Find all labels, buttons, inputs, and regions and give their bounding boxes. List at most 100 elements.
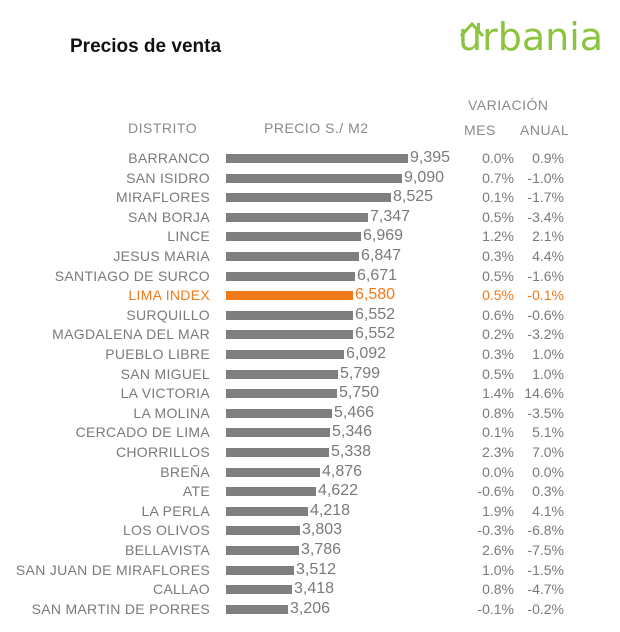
price-bar bbox=[226, 291, 353, 301]
district-label: LA MOLINA bbox=[133, 404, 210, 421]
price-value: 5,338 bbox=[331, 443, 372, 460]
price-bar bbox=[226, 271, 355, 281]
variation-annual: 7.0% bbox=[532, 444, 564, 460]
variation-month: 0.8% bbox=[482, 581, 514, 598]
variation-month: 2.3% bbox=[482, 444, 514, 460]
price-bar bbox=[226, 369, 338, 379]
variation-annual: -3.5% bbox=[527, 404, 564, 421]
price-bar bbox=[226, 330, 353, 340]
variation-annual: 0.3% bbox=[532, 483, 564, 500]
urbania-logo: urbania bbox=[458, 14, 608, 60]
district-label: CHORRILLOS bbox=[115, 444, 210, 460]
variation-month: 0.5% bbox=[482, 365, 514, 382]
header-precio: PRECIO S./ M2 bbox=[264, 120, 369, 136]
variation-annual: 1.0% bbox=[532, 365, 564, 382]
price-bar bbox=[226, 154, 408, 163]
price-value: 9,090 bbox=[404, 168, 445, 186]
price-value: 5,750 bbox=[339, 384, 380, 402]
district-label: SAN MARTIN DE PORRES bbox=[31, 600, 210, 617]
header-anual: ANUAL bbox=[520, 122, 570, 138]
variation-annual: 0.9% bbox=[532, 150, 564, 166]
variation-annual: -1.5% bbox=[527, 561, 564, 578]
price-value: 7,347 bbox=[370, 207, 411, 225]
district-label: SAN ISIDRO bbox=[126, 169, 210, 186]
price-value: 6,092 bbox=[346, 345, 387, 362]
table-row: SAN JUAN DE MIRAFLORES 3,512 1.0% -1.5% bbox=[0, 561, 620, 580]
district-label: MIRAFLORES bbox=[115, 189, 210, 206]
price-value: 3,786 bbox=[301, 541, 342, 558]
variation-annual: 4.1% bbox=[532, 502, 564, 519]
district-label: SANTIAGO DE SURCO bbox=[54, 267, 210, 284]
table-row: MIRAFLORES 8,525 0.1% -1.7% bbox=[0, 188, 620, 207]
district-label: LOS OLIVOS bbox=[122, 522, 210, 539]
district-label: LA VICTORIA bbox=[120, 385, 210, 402]
price-value: 6,552 bbox=[355, 305, 396, 323]
price-bar bbox=[226, 252, 359, 261]
variation-annual: -0.1% bbox=[527, 287, 564, 304]
variation-month: 0.6% bbox=[482, 306, 514, 323]
price-value: 3,803 bbox=[302, 521, 343, 539]
house-roof-icon bbox=[459, 21, 485, 38]
variation-annual: -0.6% bbox=[527, 306, 564, 323]
header-distrito: DISTRITO bbox=[128, 120, 198, 136]
table-row: LA MOLINA 5,466 0.8% -3.5% bbox=[0, 404, 620, 423]
variation-annual: -0.2% bbox=[527, 600, 564, 617]
table-row: SAN BORJA 7,347 0.5% -3.4% bbox=[0, 208, 620, 227]
variation-month: 0.3% bbox=[482, 248, 514, 264]
variation-month: 0.1% bbox=[482, 189, 514, 206]
price-value: 3,418 bbox=[294, 580, 335, 598]
table-row: ATE 4,622 -0.6% 0.3% bbox=[0, 482, 620, 501]
price-value: 6,847 bbox=[361, 247, 402, 264]
district-label: BARRANCO bbox=[128, 150, 210, 166]
variation-annual: -6.8% bbox=[527, 522, 564, 539]
table-row: SURQUILLO 6,552 0.6% -0.6% bbox=[0, 306, 620, 325]
table-row: PUEBLO LIBRE 6,092 0.3% 1.0% bbox=[0, 345, 620, 364]
page-title: Precios de venta bbox=[70, 36, 222, 57]
table-row: CERCADO DE LIMA 5,346 0.1% 5.1% bbox=[0, 423, 620, 442]
variation-annual: 4.4% bbox=[532, 248, 564, 264]
table-row: CALLAO 3,418 0.8% -4.7% bbox=[0, 580, 620, 599]
variation-month: 0.1% bbox=[482, 424, 514, 441]
variation-month: 0.7% bbox=[482, 169, 514, 186]
price-bar bbox=[226, 173, 402, 183]
price-bar bbox=[226, 310, 353, 320]
price-bar bbox=[226, 232, 361, 242]
price-bar bbox=[226, 487, 316, 497]
table-row: SAN MIGUEL 5,799 0.5% 1.0% bbox=[0, 365, 620, 384]
variation-month: 0.5% bbox=[482, 267, 514, 284]
price-bar bbox=[226, 506, 308, 516]
price-value: 6,969 bbox=[363, 227, 404, 245]
variation-month: 1.2% bbox=[482, 228, 514, 245]
variation-annual: -7.5% bbox=[527, 542, 564, 558]
district-label: MAGDALENA DEL MAR bbox=[52, 326, 210, 343]
price-bar bbox=[226, 448, 329, 457]
table-row: LA VICTORIA 5,750 1.4% 14.6% bbox=[0, 384, 620, 403]
variation-month: 0.0% bbox=[482, 463, 514, 480]
variation-annual: -1.7% bbox=[527, 189, 564, 206]
table-row: LA PERLA 4,218 1.9% 4.1% bbox=[0, 502, 620, 521]
table-row: JESUS MARIA 6,847 0.3% 4.4% bbox=[0, 247, 620, 266]
variation-annual: -3.2% bbox=[527, 326, 564, 343]
price-bar bbox=[226, 526, 300, 536]
district-label: LA PERLA bbox=[141, 502, 210, 519]
price-bar bbox=[226, 428, 330, 438]
variation-month: -0.3% bbox=[477, 522, 514, 539]
header-variacion: VARIACIÓN bbox=[468, 97, 549, 113]
district-label: CERCADO DE LIMA bbox=[75, 424, 210, 441]
district-label: PUEBLO LIBRE bbox=[105, 346, 210, 362]
variation-annual: 14.6% bbox=[524, 385, 564, 402]
variation-annual: 1.0% bbox=[532, 346, 564, 362]
table-row: LINCE 6,969 1.2% 2.1% bbox=[0, 227, 620, 246]
price-value: 5,799 bbox=[340, 364, 381, 382]
variation-annual: 5.1% bbox=[532, 424, 564, 441]
variation-annual: -1.6% bbox=[527, 267, 564, 284]
district-label: SURQUILLO bbox=[126, 306, 210, 323]
variation-month: 0.5% bbox=[482, 287, 514, 304]
variation-annual: -3.4% bbox=[527, 208, 564, 225]
district-label: LIMA INDEX bbox=[128, 287, 210, 304]
price-bar bbox=[226, 604, 288, 614]
variation-month: 1.4% bbox=[482, 385, 514, 402]
district-label: SAN MIGUEL bbox=[120, 365, 210, 382]
price-value: 5,346 bbox=[332, 423, 373, 441]
price-bar bbox=[226, 193, 391, 203]
